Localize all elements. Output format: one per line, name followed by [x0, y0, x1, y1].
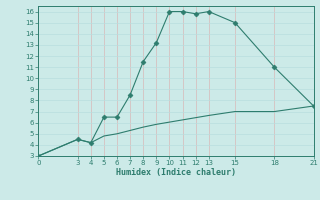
X-axis label: Humidex (Indice chaleur): Humidex (Indice chaleur) [116, 168, 236, 177]
